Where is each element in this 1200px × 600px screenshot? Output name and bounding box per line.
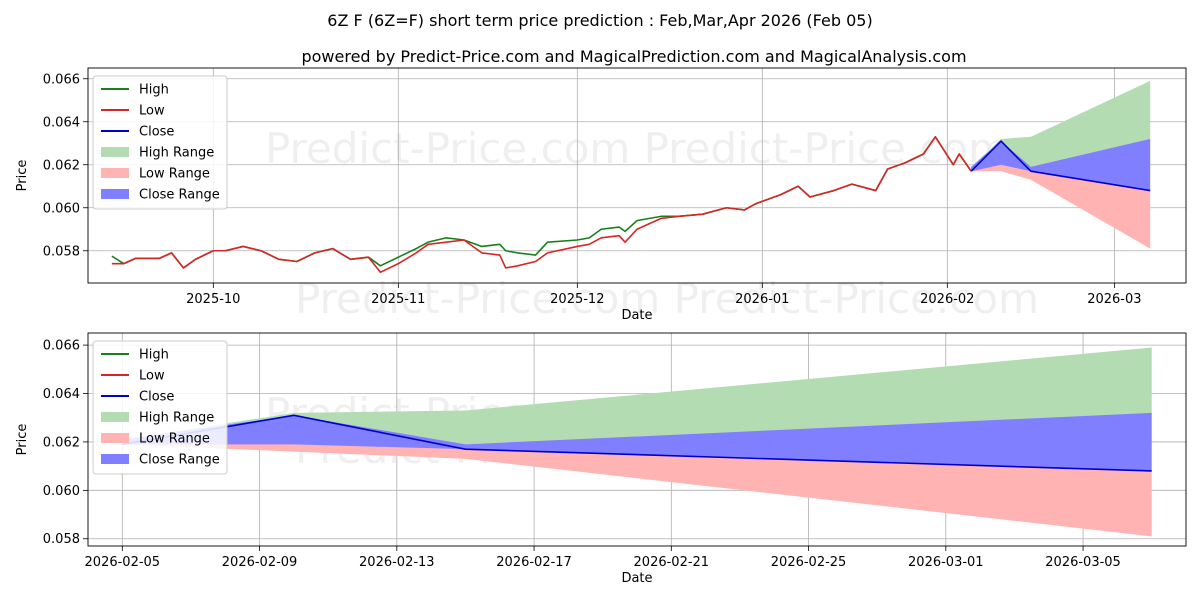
legend-label: Low [139,104,165,119]
close-forecast-line [970,140,1151,192]
legend-high-range-swatch [101,147,129,157]
close-range-band [971,138,1151,191]
x-tick-label: 2025-12 [550,292,604,307]
legend-high-range-swatch [101,412,129,422]
legend-label: High [139,348,169,363]
legend-low-range-swatch [101,433,129,443]
x-tick-label: 2026-03-01 [908,555,984,570]
chart-title: 6Z F (6Z=F) short term price prediction … [327,11,872,30]
legend-label: High [139,83,169,98]
legend-close-range-swatch [101,189,129,199]
y-tick-label: 0.062 [43,158,80,173]
legend-label: Low Range [139,432,210,447]
x-tick-label: 2026-03-05 [1045,555,1121,570]
y-tick-label: 0.058 [43,244,80,259]
y-tick-label: 0.062 [43,435,80,450]
close-range-band [122,412,1152,471]
x-tick-label: 2025-10 [186,292,240,307]
legend-label: Low Range [139,167,210,182]
y-tick-label: 0.066 [43,339,80,354]
bottom-panel: Predict-Price.com Predict-Price.comPredi… [15,332,1187,586]
legend-label: High Range [139,411,214,426]
y-tick-label: 0.066 [43,72,80,87]
x-tick-label: 2026-02-17 [496,555,572,570]
x-tick-label: 2026-03 [1087,292,1141,307]
x-tick-label: 2026-02-25 [771,555,847,570]
x-tick-label: 2026-02 [920,292,974,307]
axes-frame [87,332,1187,547]
legend-low-range-swatch [101,168,129,178]
x-tick-label: 2026-02-09 [222,555,298,570]
low-range-band [122,439,1152,537]
x-tick-label: 2025-11 [371,292,425,307]
y-tick-label: 0.060 [43,201,80,216]
legend-label: Low [139,369,165,384]
high-range-band [971,80,1151,172]
legend-label: High Range [139,146,214,161]
x-tick-label: 2026-02-13 [359,555,435,570]
x-axis-title: Date [621,308,652,323]
legend-label: Close [139,390,174,405]
y-axis-title: Price [15,160,30,192]
x-tick-label: 2026-02-21 [634,555,710,570]
legend-label: Close Range [139,453,220,468]
low-series-line [111,136,972,274]
legend-label: Close [139,125,174,140]
y-tick-label: 0.064 [43,387,80,402]
high-range-band [122,347,1152,445]
top-panel: Predict-Price.com Predict-Price.comPredi… [15,67,1187,323]
axes-frame [87,67,1187,284]
x-tick-label: 2026-02-05 [85,555,161,570]
watermark-text-secondary: Predict-Price.com Predict-Price.com [295,274,1039,323]
x-tick-label: 2026-01 [735,292,789,307]
x-axis-title: Date [621,571,652,586]
chart-subtitle: powered by Predict-Price.com and Magical… [301,47,966,66]
legend-close-range-swatch [101,454,129,464]
y-tick-label: 0.058 [43,532,80,547]
y-axis-title: Price [15,424,30,456]
y-tick-label: 0.064 [43,115,80,130]
y-tick-label: 0.060 [43,484,80,499]
legend-label: Close Range [139,188,220,203]
